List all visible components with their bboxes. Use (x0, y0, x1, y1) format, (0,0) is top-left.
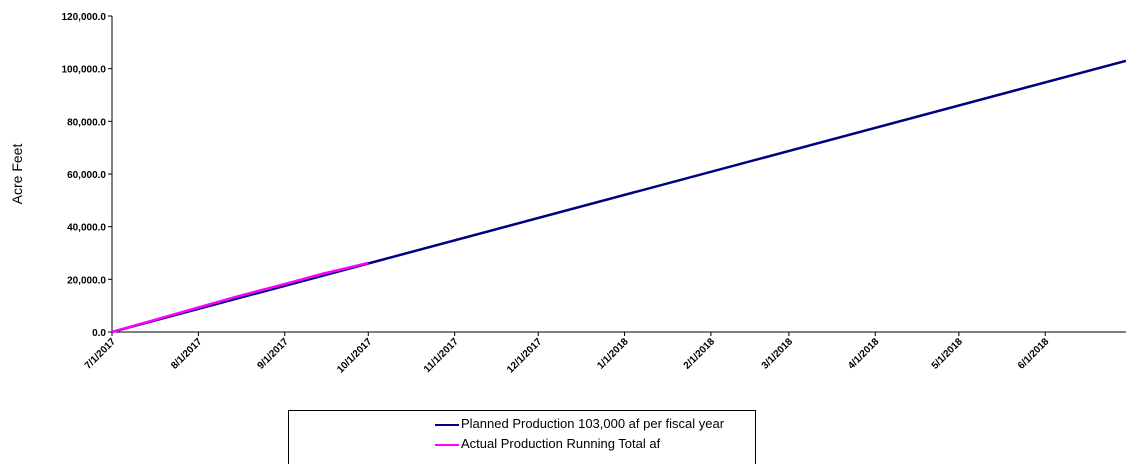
y-axis: 0.0 20,000.0 40,000.0 60,000.0 80,000.0 100,0… (62, 12, 113, 339)
x-tick-label: 4/1/2018 (846, 336, 882, 372)
legend-swatch-planned (435, 423, 459, 426)
y-tick-label: 60,000.0 (67, 170, 106, 181)
legend-swatch-actual (435, 443, 459, 446)
y-tick-label: 40,000.0 (67, 223, 106, 234)
y-tick-label: 20,000.0 (67, 275, 106, 286)
x-tick-label: 11/1/2017 (422, 336, 461, 375)
x-axis: 7/1/2017 8/1/2017 9/1/2017 10/1/2017 11/1/20… (83, 331, 1126, 376)
x-tick-label: 8/1/2017 (169, 336, 205, 372)
x-tick-label: 12/1/2017 (505, 336, 545, 376)
legend-label-actual: Actual Production Running Total af (461, 436, 661, 451)
y-tick-group: 0.0 20,000.0 40,000.0 60,000.0 80,000.0 100,0… (62, 12, 112, 339)
y-tick-label: 100,000.0 (62, 65, 107, 76)
x-tick-group: 7/1/2017 8/1/2017 9/1/2017 10/1/2017 11/1/20… (83, 332, 1052, 376)
x-tick-label: 6/1/2018 (1016, 336, 1052, 372)
x-tick-label: 7/1/2017 (83, 336, 119, 372)
y-tick-label: 0.0 (92, 328, 106, 339)
series-group (111, 59, 1126, 334)
legend-item-actual: Actual Production Running Total af (435, 435, 660, 453)
y-tick-label: 80,000.0 (67, 117, 106, 128)
series-line-planned (111, 59, 1126, 334)
x-tick-label: 9/1/2017 (256, 336, 292, 372)
x-tick-label: 2/1/2018 (682, 336, 718, 372)
legend: Planned Production 103,000 af per fiscal… (288, 410, 756, 464)
legend-label-planned: Planned Production 103,000 af per fiscal… (461, 416, 725, 431)
x-tick-label: 1/1/2018 (595, 336, 631, 372)
x-tick-label: 10/1/2017 (335, 336, 375, 376)
legend-item-planned: Planned Production 103,000 af per fiscal… (435, 415, 724, 433)
x-tick-label: 5/1/2018 (930, 336, 966, 372)
line-chart: 0.0 20,000.0 40,000.0 60,000.0 80,000.0 100,0… (9, 12, 1126, 376)
y-tick-label: 120,000.0 (62, 12, 107, 23)
x-tick-label: 3/1/2018 (760, 336, 796, 372)
series-line-actual (111, 261, 369, 334)
y-axis-label: Acre Feet (9, 144, 25, 205)
